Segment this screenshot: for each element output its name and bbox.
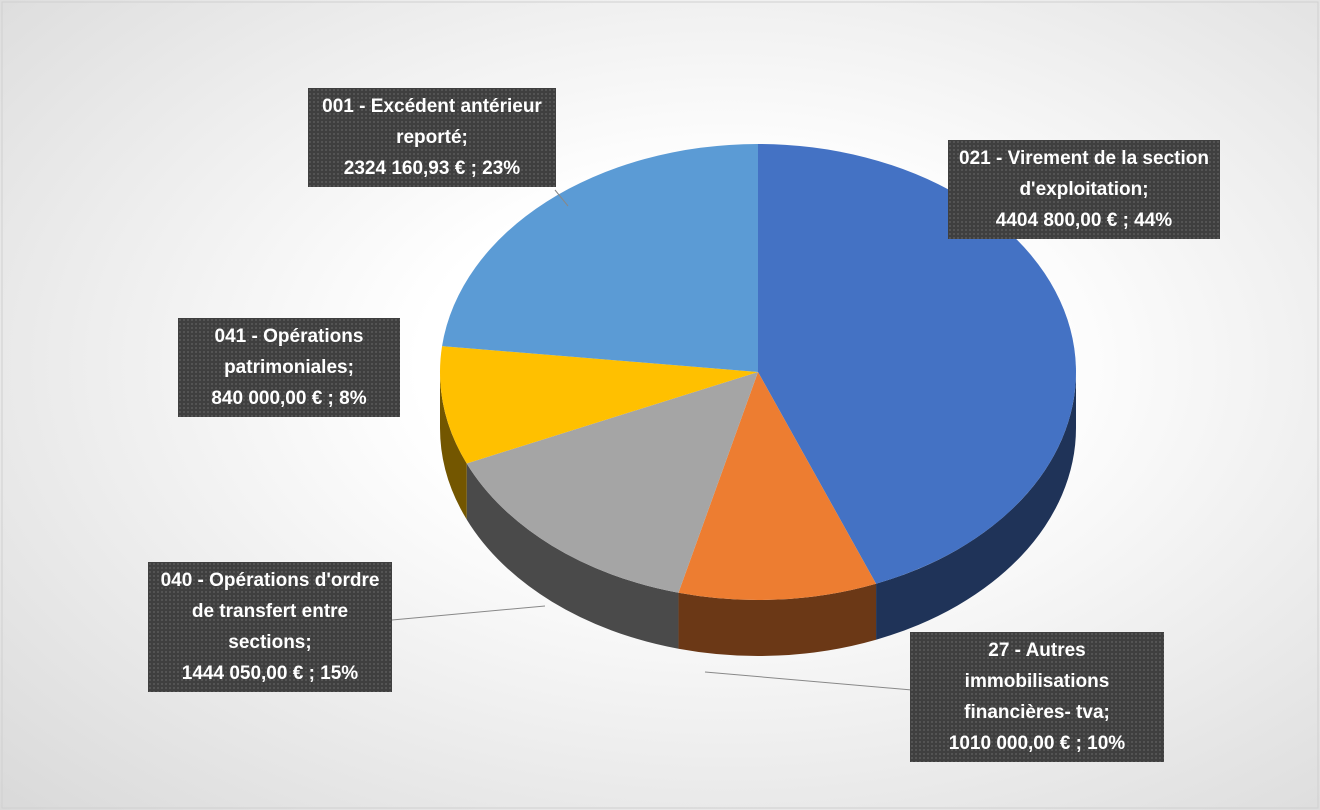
slice-side (876, 372, 1076, 640)
label-value: 840 000,00 € ; 8% (211, 388, 367, 409)
pie-slice (466, 372, 758, 593)
data-label: 001 - Excédent antérieur reporté; 2324 16… (308, 88, 556, 187)
data-label: 041 - Opérations patrimoniales; 840 000,0… (178, 318, 400, 417)
label-value: 1010 000,00 € ; 10% (948, 733, 1126, 754)
leader-line (391, 605, 546, 621)
slice-side (466, 463, 679, 649)
label-category: 001 - Excédent antérieur reporté; (322, 96, 542, 148)
label-value: 4404 800,00 € ; 44% (995, 210, 1173, 231)
label-category: 040 - Opérations d'ordre de transfert en… (160, 570, 380, 653)
slice-side (678, 583, 877, 656)
label-category: 021 - Virement de la section d'exploitat… (959, 148, 1209, 200)
slice-side (440, 372, 467, 520)
label-value: 2324 160,93 € ; 23% (343, 158, 521, 179)
data-label: 27 - Autres immobilisations financières-… (910, 632, 1164, 762)
label-category: 27 - Autres immobilisations financières-… (964, 640, 1110, 723)
pie-sides (440, 372, 1076, 656)
leader-line (704, 671, 913, 691)
data-label: 021 - Virement de la section d'exploitat… (948, 140, 1220, 239)
pie-tops (440, 144, 1076, 600)
leader-line (554, 189, 569, 207)
pie-slice (678, 372, 877, 600)
pie-slice (440, 346, 758, 464)
pie-slice (442, 144, 758, 372)
label-category: 041 - Opérations patrimoniales; (214, 326, 364, 378)
label-value: 1444 050,00 € ; 15% (181, 663, 359, 684)
data-label: 040 - Opérations d'ordre de transfert en… (148, 562, 392, 692)
pie (440, 144, 1076, 656)
pie-slice (758, 144, 1076, 584)
